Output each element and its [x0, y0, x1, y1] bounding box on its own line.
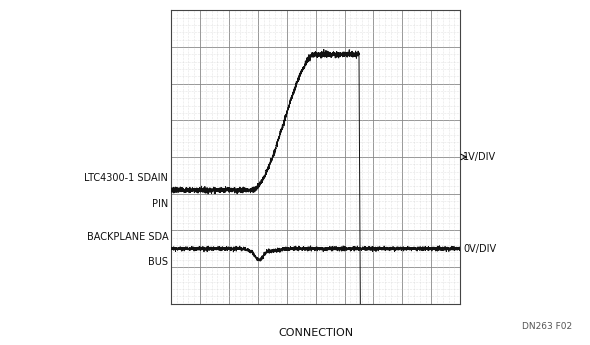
Text: LTC4300-1 SDAIN: LTC4300-1 SDAIN [84, 173, 168, 183]
Text: CONNECTION: CONNECTION [278, 328, 353, 338]
Text: BUS: BUS [148, 257, 168, 267]
Text: DN263 F02: DN263 F02 [522, 322, 572, 331]
Text: 1V/DIV: 1V/DIV [463, 152, 496, 162]
Text: 0V/DIV: 0V/DIV [463, 244, 496, 254]
Text: BACKPLANE SDA: BACKPLANE SDA [87, 232, 168, 242]
Text: PIN: PIN [152, 199, 168, 209]
